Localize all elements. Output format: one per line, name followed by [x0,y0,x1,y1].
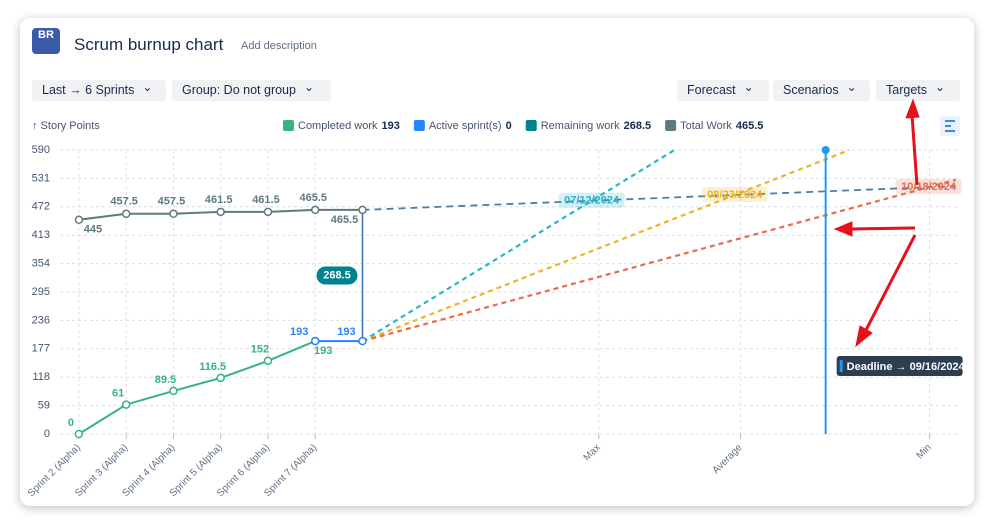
title: Scrum burnup chart [74,35,224,54]
forecast-date-badge [895,179,962,195]
y-tick-label: 59 [38,400,50,412]
data-label: 152 [251,344,269,356]
y-tick-label: 413 [32,229,50,241]
group-button[interactable]: Group: Do not group [172,80,331,101]
forecast-date: 07/12/2024 [564,195,620,207]
data-label: 89.5 [155,374,176,386]
deadline-marker [821,146,830,154]
deadline-label: Deadline → 09/16/2024 [847,361,966,373]
total-forecast-line [362,185,956,211]
add-description[interactable]: Add description [241,40,317,52]
forecast-line [362,178,956,343]
scenarios-button[interactable]: Scenarios [773,80,870,101]
data-point [216,373,225,383]
forecast-date: 08/23/2024 [707,189,763,201]
x-tick-label: Min [914,442,933,461]
y-tick-label: 590 [32,144,50,156]
remaining-badge [316,266,358,285]
data-point [263,207,273,217]
forecast-date: 10/18/2024 [901,181,957,193]
y-tick-label: 236 [32,314,50,326]
data-point [216,207,225,217]
y-tick-label: 531 [32,172,50,184]
deadline-badge-accent [839,360,843,372]
logo: BR [32,28,60,54]
series-line [78,340,316,435]
legend-label: Remaining work [541,120,620,132]
data-point [74,215,84,225]
y-tick-label: 354 [32,258,50,270]
data-label: 116.5 [199,361,226,373]
x-tick-label: Average [711,442,745,476]
legend-label: Total Work [680,120,732,132]
y-tick-label: 118 [32,371,50,383]
y-tick-label: 177 [32,343,50,355]
legend-swatch [413,120,425,131]
deadline-badge [836,356,963,376]
data-point [358,205,367,215]
legend-swatch [283,120,294,131]
legend-label: Active sprint(s) [429,120,502,132]
data-point [310,336,320,346]
data-label: 193 [290,326,308,338]
y-tick-label: 295 [32,286,50,298]
sprint-range-button[interactable]: Last → 6 Sprints [32,80,166,101]
legend-icon[interactable] [940,116,960,136]
data-label: 61 [112,388,124,400]
forecast-button[interactable]: Forecast [677,80,769,101]
legend-value: 0 [506,120,512,132]
y-tick-label: 472 [32,201,50,213]
x-tick-label: Max [582,442,603,463]
data-point [310,205,320,215]
data-point [169,209,178,219]
legend-value: 465.5 [736,120,764,132]
legend-label: Completed work [298,120,378,132]
data-label: 461.5 [252,194,280,206]
data-label: 445 [84,224,102,236]
data-point [74,429,84,439]
forecast-date-badge [558,192,625,208]
data-label: 457.5 [110,196,138,208]
data-point [121,209,131,219]
y-axis-label: ↑ Story Points [32,120,100,132]
data-label: 461.5 [205,194,233,206]
data-label: 193 [314,345,332,357]
data-label: 465.5 [331,214,359,226]
forecast-date-badge [701,186,768,202]
targets-button[interactable]: Targets [876,80,960,101]
legend-swatch [665,120,677,131]
data-label: 193 [337,326,355,338]
annotation-arrows [833,98,920,348]
y-tick-label: 0 [44,428,50,440]
remaining-label: 268.5 [323,269,351,281]
legend-value: 193 [381,120,399,132]
data-label: 0 [68,417,74,429]
data-point [263,356,273,366]
legend-value: 268.5 [624,120,652,132]
data-label: 465.5 [299,192,327,204]
forecast-line [361,149,675,343]
forecast-line [362,148,850,343]
data-point [358,336,367,346]
data-label: 457.5 [158,196,186,208]
data-point [169,386,178,396]
data-point [121,400,131,409]
legend-swatch [525,120,537,131]
